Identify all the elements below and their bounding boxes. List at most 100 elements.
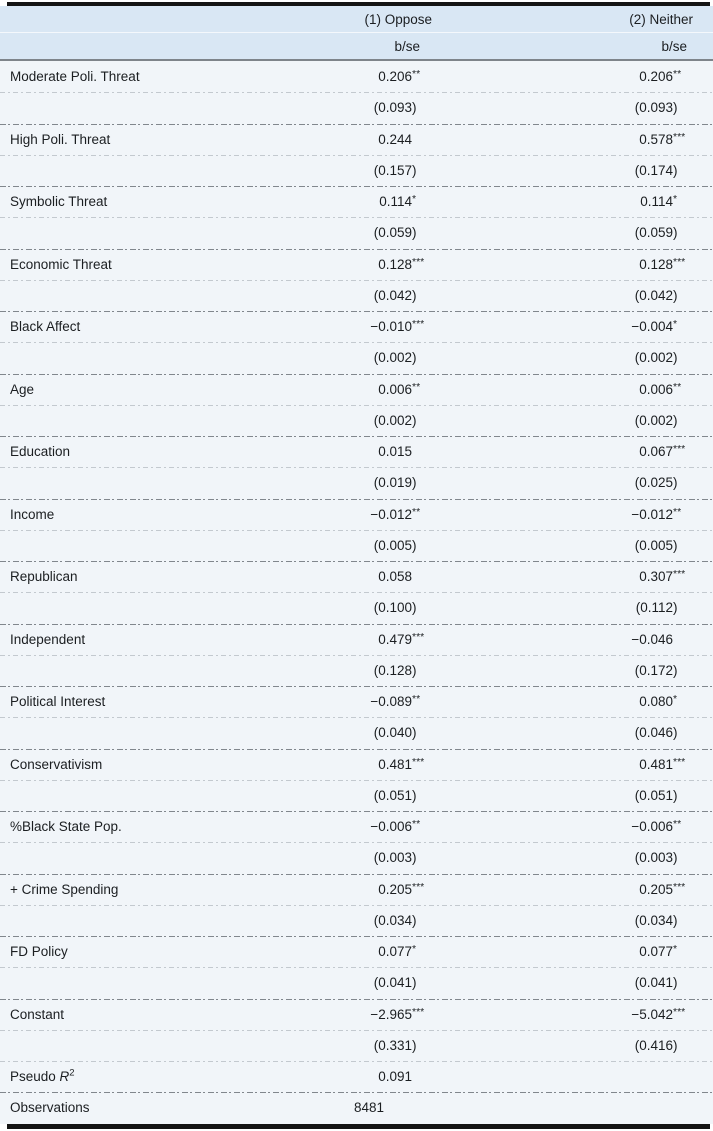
cell-value: 0.205	[378, 881, 412, 897]
coef-cell-col1: 0.244	[232, 132, 460, 147]
table-row: %Black State Pop. −0.006 ** −0.006 **	[0, 811, 713, 842]
cell-value: 0.006	[639, 381, 673, 397]
cell-value: (0.034	[634, 912, 673, 928]
row-label: Pseudo R2	[10, 1067, 75, 1085]
cell-value: 0.244	[378, 131, 412, 147]
se-cell-col1: (0.002)	[232, 413, 460, 428]
row-label: Constant	[10, 1006, 65, 1022]
significance-stars: **	[673, 68, 682, 81]
cell-suffix: )	[412, 537, 417, 553]
row-label: Conservativism	[10, 756, 103, 772]
se-cell-col1: (0.002)	[232, 350, 460, 365]
se-cell-col1: (0.059)	[232, 225, 460, 240]
cell-suffix: ***	[673, 131, 697, 147]
table-row: (0.059) (0.059)	[0, 217, 713, 248]
cell-suffix: )	[412, 162, 417, 178]
cell-value: 0.006	[378, 381, 412, 397]
row-label: Observations	[10, 1100, 90, 1116]
cell-suffix: )	[673, 787, 678, 803]
cell-value: (0.003	[634, 850, 673, 866]
coef-cell-col2: 0.307 ***	[460, 568, 713, 584]
cell-suffix: ***	[412, 881, 436, 897]
cell-suffix: ***	[412, 1006, 436, 1022]
cell-suffix: **	[673, 818, 697, 834]
se-cell-col1: (0.051)	[232, 788, 460, 803]
coef-cell-col1: −0.010 ***	[232, 318, 460, 334]
row-label: Political Interest	[10, 694, 106, 710]
se-cell-col1: (0.128)	[232, 663, 460, 678]
cell-suffix: **	[673, 506, 697, 522]
se-cell-col2: (0.041)	[460, 975, 713, 990]
cell-value: (0.331	[373, 1037, 412, 1053]
cell-suffix: )	[673, 975, 678, 991]
cell-value: −0.012	[370, 506, 412, 522]
cell-value: (0.040	[373, 725, 412, 741]
cell-value: 0.077	[639, 944, 673, 960]
coef-cell-col2: 0.006 **	[460, 381, 713, 397]
se-cell-col1: (0.003)	[232, 850, 460, 865]
se-cell-col2: (0.172)	[460, 663, 713, 678]
table-row: (0.002) (0.002)	[0, 404, 713, 436]
table-row: FD Policy 0.077 * 0.077 *	[0, 936, 713, 967]
coef-cell-col1: −0.006 **	[232, 818, 460, 835]
table-body: Moderate Poli. Threat 0.206 ** 0.206 ** (0.09…	[0, 61, 713, 1124]
significance-stars: **	[412, 68, 421, 81]
cell-value: 0.015	[378, 444, 412, 460]
cell-suffix: )	[412, 787, 417, 803]
cell-suffix: ***	[673, 756, 697, 772]
cell-value: (0.172	[634, 662, 673, 678]
se-cell-col1: (0.093)	[232, 100, 460, 115]
se-cell-col2: (0.025)	[460, 475, 713, 490]
cell-value: −0.006	[370, 819, 412, 835]
table-row: High Poli. Threat 0.244 0.578 ***	[0, 123, 713, 155]
cell-value: (0.174	[634, 162, 673, 178]
cell-value: (0.034	[373, 912, 412, 928]
coef-cell-col1: 0.479 ***	[232, 631, 460, 647]
cell-value: 0.091	[378, 1069, 412, 1085]
cell-suffix: **	[673, 381, 697, 397]
cell-value: (0.100	[373, 600, 412, 616]
table-row: (0.040) (0.046)	[0, 717, 713, 748]
se-cell-col2: (0.416)	[460, 1038, 713, 1053]
cell-value: (0.093	[634, 100, 673, 116]
coef-cell-col1: 0.481 ***	[232, 756, 460, 772]
significance-stars: **	[673, 380, 682, 393]
cell-suffix: **	[412, 818, 436, 834]
cell-suffix: )	[673, 725, 678, 741]
cell-value: (0.059	[634, 225, 673, 241]
coef-cell-col2: −0.046	[460, 632, 713, 647]
se-cell-col2: (0.046)	[460, 725, 713, 740]
significance-stars: *	[673, 193, 678, 206]
cell-suffix: ***	[412, 256, 436, 272]
se-cell-col2: (0.003)	[460, 850, 713, 865]
cell-suffix: ***	[673, 568, 697, 584]
cell-suffix: **	[412, 506, 436, 522]
table-row: (0.019) (0.025)	[0, 467, 713, 498]
coef-cell-col1: −0.089 **	[232, 693, 460, 709]
significance-stars: ***	[673, 568, 686, 581]
cell-value: (0.042	[634, 287, 673, 303]
coef-cell-col2: −5.042 ***	[460, 1005, 713, 1022]
column-header-neither: (2) Neither	[629, 11, 693, 27]
coef-cell-col2: 0.077 *	[460, 943, 713, 960]
cell-value: −0.006	[631, 819, 673, 835]
significance-stars: ***	[673, 1005, 686, 1018]
se-cell-col2: (0.002)	[460, 350, 713, 365]
cell-value: −0.004	[631, 319, 673, 335]
cell-suffix: *	[673, 943, 697, 959]
cell-suffix: ***	[412, 318, 436, 334]
cell-suffix: *	[673, 693, 697, 709]
significance-stars: *	[673, 943, 678, 956]
se-cell-col1: (0.040)	[232, 725, 460, 740]
table-row: Moderate Poli. Threat 0.206 ** 0.206 **	[0, 61, 713, 92]
cell-suffix: )	[412, 600, 417, 616]
coef-cell-col1: 0.206 **	[232, 68, 460, 84]
cell-value: (0.416	[634, 1037, 673, 1053]
significance-stars: **	[673, 505, 682, 518]
cell-suffix: ***	[673, 256, 697, 272]
cell-suffix: )	[673, 850, 678, 866]
cell-value: (0.042	[373, 287, 412, 303]
table-row: Income −0.012 ** −0.012 **	[0, 498, 713, 530]
row-label: Age	[10, 381, 35, 397]
